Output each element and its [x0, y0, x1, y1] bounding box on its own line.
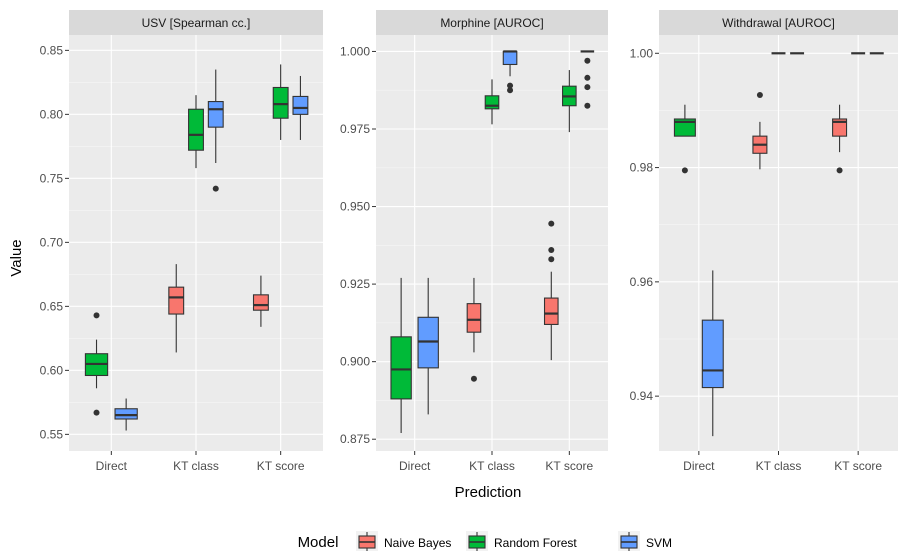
y-tick-label: 0.925 — [340, 277, 370, 291]
box-kt-score-svm — [292, 75, 309, 140]
box-direct-svm — [701, 270, 724, 437]
legend-title: Model — [298, 534, 339, 551]
outlier-point — [584, 57, 591, 64]
y-tick-label: 0.85 — [40, 43, 64, 57]
outlier-point — [681, 167, 688, 174]
outlier-point — [548, 256, 555, 263]
box-direct-random-forest — [84, 312, 109, 416]
outlier-point — [548, 220, 555, 227]
box-kt-class-random-forest — [484, 79, 500, 125]
box-kt-class-naive-bayes — [466, 277, 482, 382]
box-iqr — [114, 408, 138, 420]
x-tick-label: Direct — [96, 459, 128, 473]
outlier-point — [548, 246, 555, 253]
y-tick-label: 0.975 — [340, 122, 370, 136]
panel-usv-spearman-cc: USV [Spearman cc.] 0.55 0.60 0.65 0.70 0.75 0.… — [40, 10, 323, 473]
box-iqr — [207, 101, 224, 128]
outlier-point — [93, 409, 100, 416]
box-direct-svm — [417, 277, 439, 415]
x-tick-label: KT class — [469, 459, 515, 473]
y-tick-label: 0.94 — [630, 389, 654, 403]
box-kt-class-naive-bayes — [752, 92, 768, 170]
box-iqr — [168, 286, 185, 315]
box-iqr — [484, 95, 500, 110]
outlier-point — [756, 92, 763, 98]
x-tick-label: KT class — [173, 459, 219, 473]
legend: Model Naive Bayes Random Forest SVM — [298, 531, 672, 553]
box-direct-random-forest — [673, 104, 696, 174]
y-tick-label: 0.900 — [340, 355, 370, 369]
y-tick-label: 0.950 — [340, 200, 370, 214]
box-kt-class-svm — [502, 50, 518, 94]
panel-title: USV [Spearman cc.] — [142, 16, 251, 30]
legend-items: Naive Bayes Random Forest SVM — [356, 531, 672, 553]
y-tick-label: 1.000 — [340, 44, 370, 58]
y-tick-label: 1.00 — [630, 46, 654, 60]
box-iqr — [188, 108, 204, 151]
outlier-point — [93, 312, 100, 319]
box-iqr — [252, 294, 269, 311]
x-axis-title: Prediction — [455, 484, 522, 501]
panel-strip — [376, 10, 608, 35]
box-kt-score-random-forest — [562, 70, 577, 133]
y-tick-label: 0.70 — [40, 235, 64, 249]
y-tick-label: 0.98 — [630, 161, 654, 175]
x-tick-label: KT score — [834, 459, 882, 473]
box-kt-score-svm — [580, 50, 595, 109]
box-iqr — [832, 118, 848, 137]
box-iqr — [390, 336, 412, 400]
y-tick-label: 0.80 — [40, 107, 64, 121]
box-kt-score-naive-bayes — [252, 275, 269, 327]
y-tick-label: 0.96 — [630, 275, 654, 289]
outlier-point — [507, 82, 514, 89]
x-tick-label: KT class — [756, 459, 802, 473]
box-direct-svm — [114, 398, 138, 431]
panel-title: Morphine [AUROC] — [440, 16, 543, 30]
box-iqr — [502, 50, 518, 66]
panels: USV [Spearman cc.] 0.55 0.60 0.65 0.70 0.75 0.… — [40, 10, 898, 473]
panel-strip — [69, 10, 323, 35]
x-tick-label: KT score — [545, 459, 593, 473]
legend-label: Random Forest — [494, 536, 577, 550]
box-iqr — [272, 86, 289, 119]
legend-item-naive-bayes: Naive Bayes — [356, 531, 451, 553]
y-tick-label: 0.75 — [40, 171, 64, 185]
box-kt-class-naive-bayes — [168, 264, 185, 353]
x-tick-label: KT score — [257, 459, 305, 473]
y-tick-label: 0.875 — [340, 432, 370, 446]
y-tick-label: 0.60 — [40, 363, 64, 377]
y-tick-label: 0.65 — [40, 299, 64, 313]
legend-item-random-forest: Random Forest — [466, 531, 577, 553]
outlier-point — [836, 167, 843, 174]
box-iqr — [673, 118, 696, 137]
box-kt-class-random-forest — [188, 95, 204, 169]
y-tick-label: 0.55 — [40, 427, 64, 441]
legend-label: Naive Bayes — [384, 536, 451, 550]
x-tick-label: Direct — [399, 459, 431, 473]
outlier-point — [584, 74, 591, 81]
box-direct-random-forest — [390, 277, 412, 434]
outlier-point — [212, 185, 219, 192]
box-iqr — [701, 319, 724, 389]
panel-morphine-auroc: Morphine [AUROC] 0.875 0.900 0.925 0.950 0.97… — [340, 10, 608, 473]
panel-title: Withdrawal [AUROC] — [722, 16, 835, 30]
outlier-point — [584, 84, 591, 91]
outlier-point — [584, 102, 591, 109]
outlier-point — [507, 87, 514, 94]
y-axis-title: Value — [8, 239, 25, 276]
x-tick-label: Direct — [683, 459, 715, 473]
box-iqr — [466, 303, 482, 333]
panel-strip — [659, 10, 898, 35]
box-kt-score-naive-bayes — [832, 104, 848, 174]
box-kt-score-naive-bayes — [543, 220, 559, 361]
box-kt-score-random-forest — [272, 64, 289, 140]
box-iqr — [543, 297, 559, 325]
box-iqr — [292, 95, 309, 115]
panel-withdrawal-auroc: Withdrawal [AUROC] 0.94 0.96 0.98 1.00 Direct… — [630, 10, 898, 473]
outlier-point — [470, 375, 477, 382]
legend-item-svm: SVM — [618, 531, 672, 553]
box-kt-class-svm — [207, 69, 224, 192]
legend-label: SVM — [646, 536, 672, 550]
